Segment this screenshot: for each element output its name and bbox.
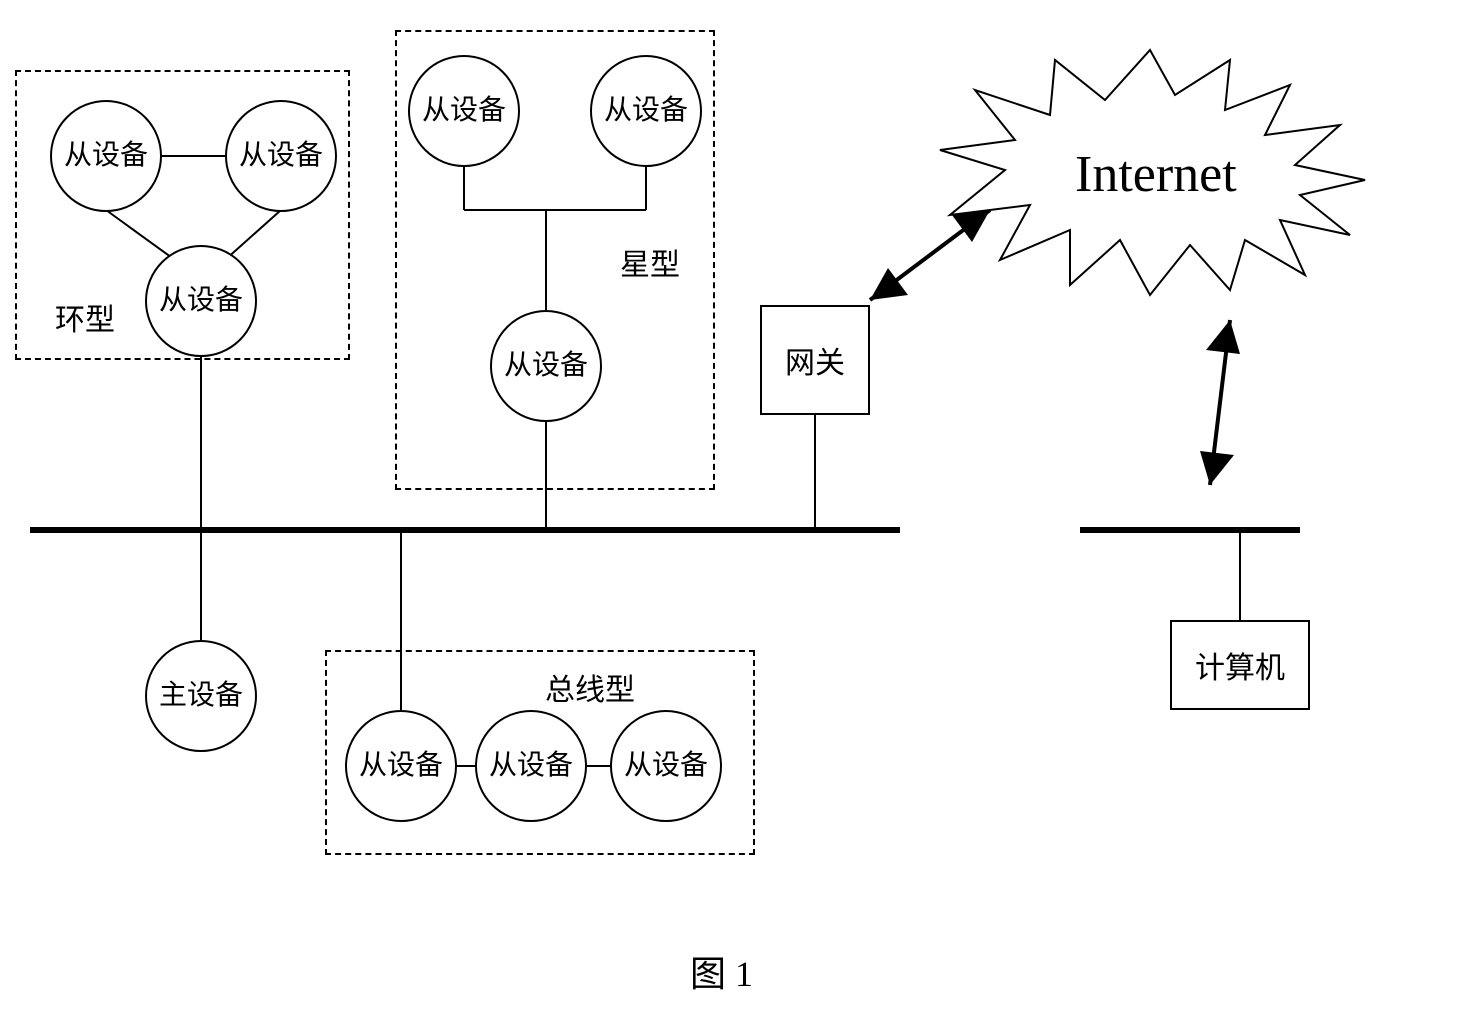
- figure-caption: 图 1: [690, 945, 753, 997]
- ring-slave-bottom: 从设备: [145, 245, 257, 357]
- bus-label: 总线型: [545, 665, 635, 709]
- bus-slave-b: 从设备: [475, 710, 587, 822]
- node-label: 计算机: [1195, 643, 1285, 687]
- star-slave-bottom: 从设备: [490, 310, 602, 422]
- arrow-computer-internet: [1200, 320, 1240, 485]
- master-node: 主设备: [145, 640, 257, 752]
- diagram-canvas: Internet 从设备 从设备 从设备 从设备 从设备 从设备 从设备 从设备…: [0, 0, 1461, 1020]
- node-label: 从设备: [64, 141, 148, 172]
- star-slave-top-left: 从设备: [408, 55, 520, 167]
- star-slave-top-right: 从设备: [590, 55, 702, 167]
- computer-box: 计算机: [1170, 620, 1310, 710]
- ring-slave-top-left: 从设备: [50, 100, 162, 212]
- node-label: 从设备: [239, 141, 323, 172]
- star-label: 星型: [620, 240, 680, 284]
- node-label: 从设备: [624, 751, 708, 782]
- node-label: 网关: [785, 338, 845, 382]
- internet-label: Internet: [1075, 145, 1237, 204]
- node-label: 从设备: [422, 96, 506, 127]
- node-label: 从设备: [489, 751, 573, 782]
- bus-slave-c: 从设备: [610, 710, 722, 822]
- gateway-box: 网关: [760, 305, 870, 415]
- ring-label: 环型: [55, 295, 115, 339]
- node-label: 从设备: [159, 286, 243, 317]
- node-label: 从设备: [604, 96, 688, 127]
- node-label: 从设备: [359, 751, 443, 782]
- ring-slave-top-right: 从设备: [225, 100, 337, 212]
- bus-slave-a: 从设备: [345, 710, 457, 822]
- node-label: 主设备: [159, 681, 243, 712]
- node-label: 从设备: [504, 351, 588, 382]
